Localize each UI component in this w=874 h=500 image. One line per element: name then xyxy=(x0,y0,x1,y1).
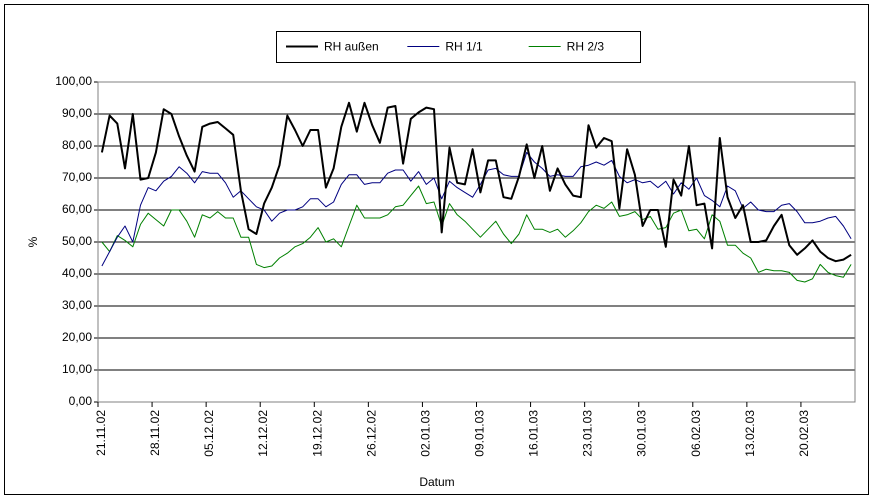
y-tick-label: 90,00 xyxy=(62,106,92,120)
x-tick-label: 23.01.03 xyxy=(581,410,595,457)
y-tick-label: 80,00 xyxy=(62,138,92,152)
legend-label: RH außen xyxy=(324,40,379,54)
y-tick-label: 10,00 xyxy=(62,362,92,376)
y-tick-label: 60,00 xyxy=(62,202,92,216)
x-tick-label: 20.02.03 xyxy=(797,410,811,457)
x-tick-label: 12.12.02 xyxy=(256,410,270,457)
data-line xyxy=(100,101,852,263)
y-tick-label: 40,00 xyxy=(62,266,92,280)
y-tick-label: 0,00 xyxy=(69,394,93,408)
legend-label: RH 2/3 xyxy=(567,40,605,54)
x-tick-label: 02.01.03 xyxy=(418,410,432,457)
y-tick-label: 50,00 xyxy=(62,234,92,248)
x-axis-label: Datum xyxy=(419,475,454,489)
x-tick-label: 21.11.02 xyxy=(94,410,108,456)
y-tick-label: 70,00 xyxy=(62,170,92,184)
x-tick-label: 28.11.02 xyxy=(148,410,162,456)
y-tick-label: 20,00 xyxy=(62,330,92,344)
legend-label: RH 1/1 xyxy=(445,40,483,54)
x-tick-label: 06.02.03 xyxy=(689,410,703,457)
y-tick-label: 100,00 xyxy=(55,74,92,88)
y-axis-label: % xyxy=(26,236,40,247)
x-tick-label: 16.01.03 xyxy=(527,410,541,457)
x-tick-label: 30.01.03 xyxy=(635,410,649,457)
x-tick-label: 19.12.02 xyxy=(310,410,324,457)
x-tick-label: 13.02.03 xyxy=(743,410,757,457)
data-line xyxy=(101,185,852,283)
x-tick-label: 26.12.02 xyxy=(364,410,378,457)
chart-border xyxy=(4,4,869,495)
legend-box xyxy=(276,31,641,63)
x-tick-label: 05.12.02 xyxy=(202,410,216,457)
x-tick-label: 09.01.03 xyxy=(473,410,487,457)
y-tick-label: 30,00 xyxy=(62,298,92,312)
